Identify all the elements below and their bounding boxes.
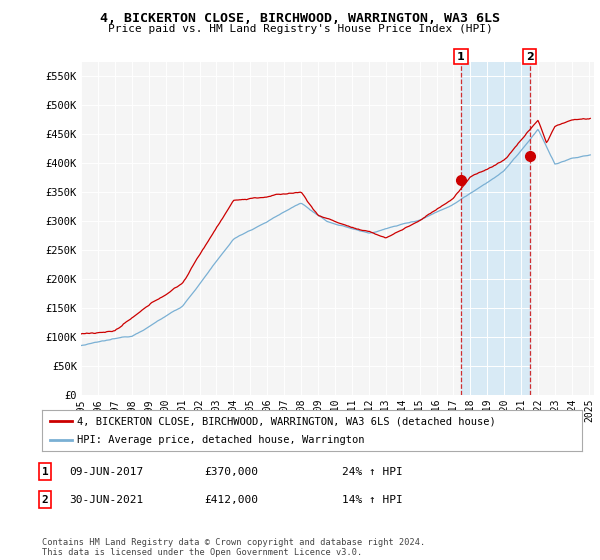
Text: Contains HM Land Registry data © Crown copyright and database right 2024.
This d: Contains HM Land Registry data © Crown c… [42, 538, 425, 557]
Text: 14% ↑ HPI: 14% ↑ HPI [342, 494, 403, 505]
Text: 2: 2 [41, 494, 49, 505]
Text: 30-JUN-2021: 30-JUN-2021 [69, 494, 143, 505]
Text: £370,000: £370,000 [204, 466, 258, 477]
Text: HPI: Average price, detached house, Warrington: HPI: Average price, detached house, Warr… [77, 435, 365, 445]
Text: 4, BICKERTON CLOSE, BIRCHWOOD, WARRINGTON, WA3 6LS (detached house): 4, BICKERTON CLOSE, BIRCHWOOD, WARRINGTO… [77, 417, 496, 426]
Text: 2: 2 [526, 52, 533, 62]
Text: 1: 1 [457, 52, 465, 62]
Text: 09-JUN-2017: 09-JUN-2017 [69, 466, 143, 477]
Text: 1: 1 [41, 466, 49, 477]
Text: Price paid vs. HM Land Registry's House Price Index (HPI): Price paid vs. HM Land Registry's House … [107, 24, 493, 34]
Text: 4, BICKERTON CLOSE, BIRCHWOOD, WARRINGTON, WA3 6LS: 4, BICKERTON CLOSE, BIRCHWOOD, WARRINGTO… [100, 12, 500, 25]
Bar [461, 62, 530, 395]
Text: 24% ↑ HPI: 24% ↑ HPI [342, 466, 403, 477]
Text: £412,000: £412,000 [204, 494, 258, 505]
